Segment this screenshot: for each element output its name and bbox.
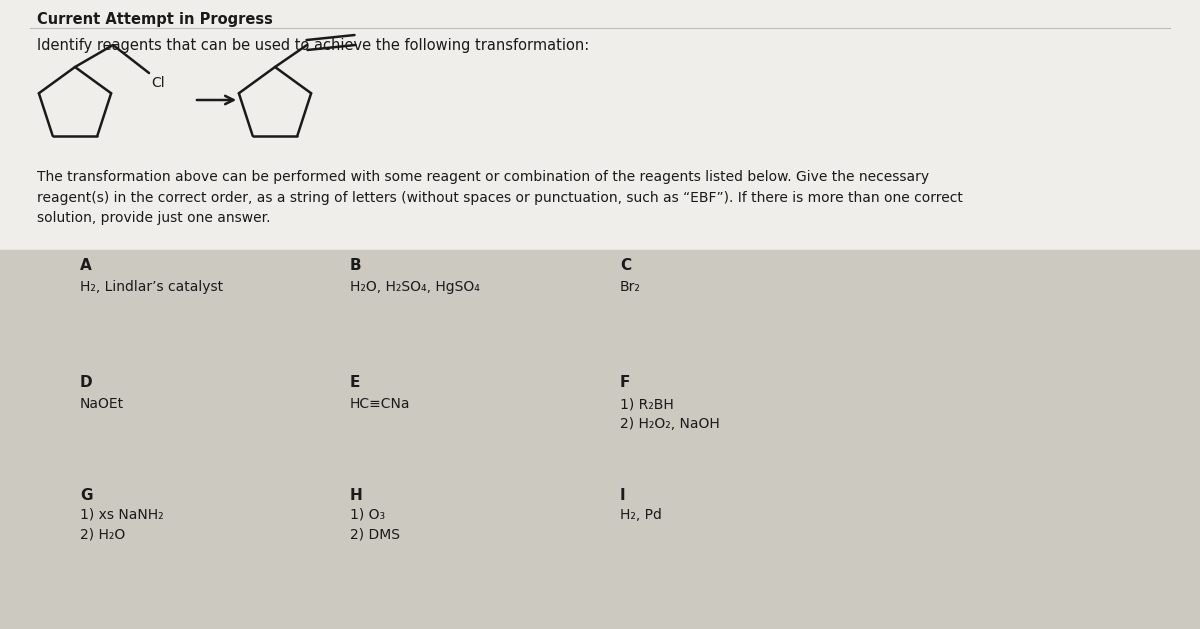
- Text: G: G: [80, 488, 92, 503]
- Text: F: F: [620, 375, 630, 390]
- Text: H: H: [350, 488, 362, 503]
- Text: 1) O₃
2) DMS: 1) O₃ 2) DMS: [350, 508, 400, 542]
- Text: I: I: [620, 488, 625, 503]
- Text: H₂O, H₂SO₄, HgSO₄: H₂O, H₂SO₄, HgSO₄: [350, 280, 480, 294]
- Text: E: E: [350, 375, 360, 390]
- Text: H₂, Lindlar’s catalyst: H₂, Lindlar’s catalyst: [80, 280, 223, 294]
- Text: NaOEt: NaOEt: [80, 397, 124, 411]
- Text: Cl: Cl: [151, 76, 164, 90]
- Text: The transformation above can be performed with some reagent or combination of th: The transformation above can be performe…: [37, 170, 962, 225]
- Text: Br₂: Br₂: [620, 280, 641, 294]
- Bar: [0, 0, 1200, 250]
- Text: 1) xs NaNH₂
2) H₂O: 1) xs NaNH₂ 2) H₂O: [80, 508, 163, 542]
- Text: Current Attempt in Progress: Current Attempt in Progress: [37, 12, 272, 27]
- Text: H₂, Pd: H₂, Pd: [620, 508, 662, 522]
- Text: A: A: [80, 258, 91, 273]
- Text: C: C: [620, 258, 631, 273]
- Text: HC≡CNa: HC≡CNa: [350, 397, 410, 411]
- Text: 1) R₂BH
2) H₂O₂, NaOH: 1) R₂BH 2) H₂O₂, NaOH: [620, 397, 720, 430]
- Text: D: D: [80, 375, 92, 390]
- Text: Identify reagents that can be used to achieve the following transformation:: Identify reagents that can be used to ac…: [37, 38, 589, 53]
- Text: B: B: [350, 258, 361, 273]
